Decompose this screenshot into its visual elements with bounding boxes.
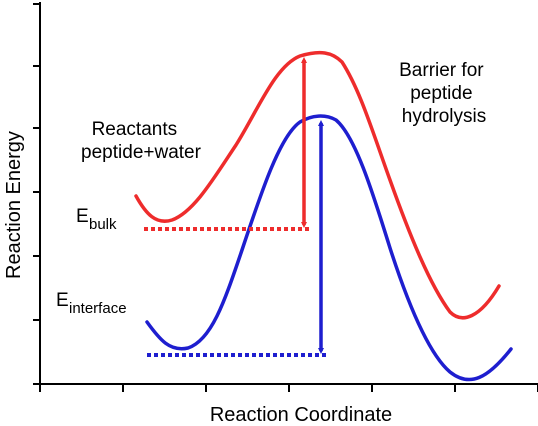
y-axis-label: Reaction Energy <box>3 131 25 279</box>
e-interface-label: E <box>56 290 69 311</box>
y-axis-ticks <box>33 3 40 321</box>
e-bulk-label: E <box>76 206 89 227</box>
barrier-label-line2: peptide <box>410 83 472 104</box>
interface-energy-curve <box>145 114 513 382</box>
barrier-label-line3: hydrolysis <box>402 106 486 127</box>
reactants-label: Reactants peptide+water <box>81 119 202 163</box>
reactants-label-line2: peptide+water <box>81 142 202 163</box>
e-interface-label-main: E <box>56 290 69 311</box>
barrier-label: Barrier for peptide hydrolysis <box>399 60 489 127</box>
e-bulk-label-subscript: bulk <box>89 216 117 233</box>
x-axis-label: Reaction Coordinate <box>210 404 392 426</box>
reactants-label-line1: Reactants <box>92 119 178 140</box>
bulk-energy-curve <box>134 50 501 320</box>
e-bulk-label-main: E <box>76 206 89 227</box>
barrier-label-line1: Barrier for <box>399 60 484 81</box>
e-interface-label-subscript: interface <box>69 300 127 317</box>
x-axis-ticks <box>39 384 538 392</box>
